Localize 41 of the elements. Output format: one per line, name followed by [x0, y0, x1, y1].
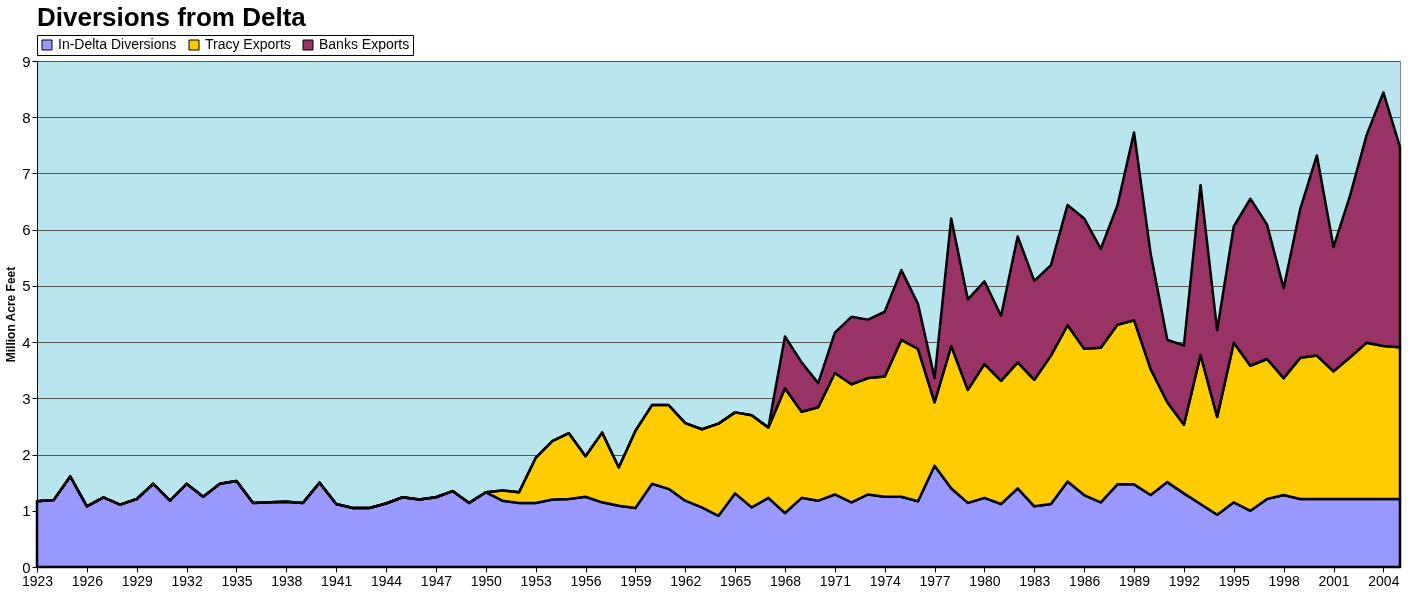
x-tick-label: 2004 [1368, 572, 1400, 589]
x-tick-label: 1932 [171, 572, 203, 589]
y-tick-label: 4 [22, 333, 31, 351]
x-tick-label: 1953 [520, 572, 552, 589]
x-tick-label: 1950 [470, 572, 503, 589]
x-tick-label: 1974 [869, 572, 901, 589]
x-tick-label: 1962 [670, 572, 702, 589]
y-tick-label: 6 [22, 221, 31, 239]
x-tick-label: 1956 [570, 572, 602, 589]
y-tick-label: 1 [22, 502, 31, 520]
y-tick-label: 9 [22, 52, 31, 70]
legend-label: In-Delta Diversions [58, 36, 177, 52]
x-tick-label: 1929 [121, 572, 154, 589]
y-tick-label: 5 [22, 277, 31, 295]
x-tick-label: 1971 [819, 572, 852, 589]
legend-label: Tracy Exports [205, 36, 291, 52]
x-tick-label: 1941 [321, 572, 353, 589]
x-tick-label: 1986 [1069, 572, 1101, 589]
x-tick-label: 1977 [919, 572, 951, 589]
y-tick-label: 7 [22, 164, 31, 182]
x-tick-label: 1995 [1218, 572, 1251, 589]
x-tick-label: 1983 [1019, 572, 1051, 589]
x-tick-label: 1926 [71, 572, 104, 589]
y-tick-label: 8 [22, 108, 31, 126]
chart-title: Diversions from Delta [37, 1, 307, 32]
y-tick-label: 2 [22, 446, 31, 464]
x-tick-label: 1980 [969, 572, 1001, 589]
y-tick-label: 3 [22, 389, 31, 407]
x-tick-label: 1968 [769, 572, 802, 589]
x-tick-label: 1998 [1268, 572, 1300, 589]
legend-label: Banks Exports [319, 36, 410, 52]
x-tick-label: 1938 [271, 572, 303, 589]
x-tick-label: 1992 [1168, 572, 1201, 589]
x-tick-label: 1947 [420, 572, 453, 589]
x-tick-label: 1944 [370, 572, 403, 589]
x-tick-label: 1959 [620, 572, 652, 589]
x-tick-label: 1965 [720, 572, 752, 589]
x-tick-label: 2001 [1318, 572, 1350, 589]
x-tick-label: 1989 [1118, 572, 1151, 589]
y-axis-title: Million Acre Feet [4, 266, 19, 363]
x-tick-label: 1935 [221, 572, 253, 589]
